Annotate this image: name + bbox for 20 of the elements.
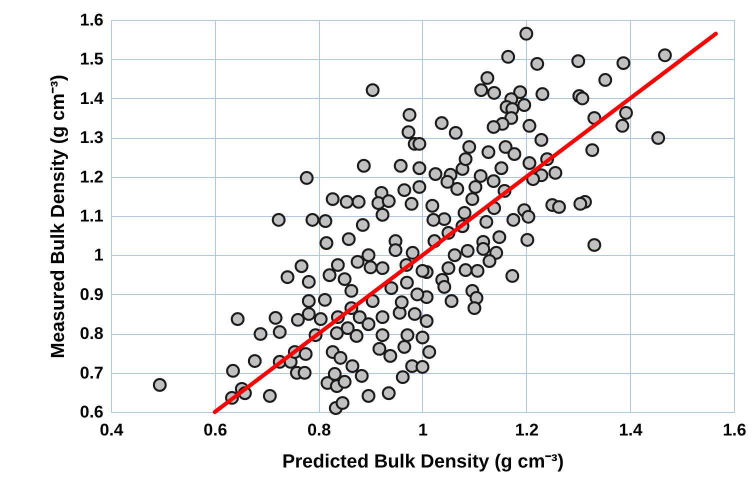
x-tick-label: 0.6 xyxy=(204,420,228,440)
x-tick-label: 1.6 xyxy=(722,420,746,440)
y-tick-label: 0.6 xyxy=(80,402,104,422)
x-tick-label: 1.4 xyxy=(618,420,644,440)
y-tick-label: 1.2 xyxy=(80,167,104,186)
y-tick-label: 1 xyxy=(94,246,104,265)
x-tick-label: 0.8 xyxy=(307,420,331,440)
y-tick-label: 1.3 xyxy=(80,128,104,148)
y-tick-label: 1.1 xyxy=(80,206,104,226)
y-tick-label: 0.9 xyxy=(80,284,104,304)
y-tick-label: 0.7 xyxy=(80,363,104,382)
y-axis-title: Measured Bulk Density (g cm⁻³) xyxy=(48,74,69,358)
x-tick-label: 0.4 xyxy=(100,420,124,440)
y-tick-label: 1.5 xyxy=(80,50,104,69)
x-tick-label: 1 xyxy=(418,420,428,440)
x-tick-label: 1.2 xyxy=(515,420,539,440)
y-tick-label: 0.8 xyxy=(80,324,104,344)
y-tick-label: 1.4 xyxy=(80,88,104,108)
y-tick-label: 1.6 xyxy=(80,10,104,30)
x-axis-title: Predicted Bulk Density (g cm⁻³) xyxy=(282,452,564,472)
